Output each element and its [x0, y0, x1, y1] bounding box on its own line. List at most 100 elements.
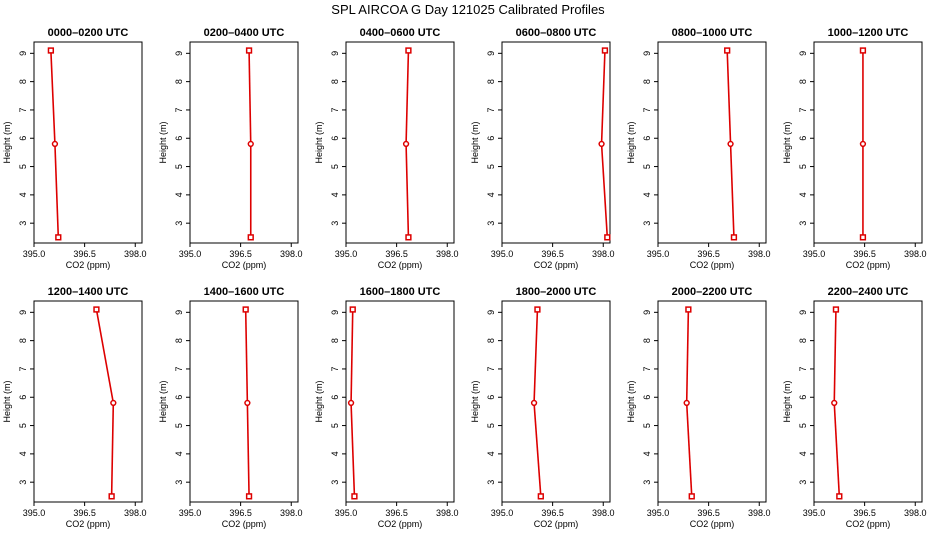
y-axis-label: Height (m) [782, 380, 792, 422]
data-point [727, 140, 734, 148]
y-tick-label: 3 [330, 480, 340, 485]
y-tick-label: 6 [642, 136, 652, 141]
y-tick-label: 9 [18, 310, 28, 315]
y-tick-label: 8 [486, 338, 496, 343]
data-point [601, 47, 609, 54]
y-tick-label: 7 [798, 366, 808, 371]
x-tick-label: 398.0 [592, 508, 615, 518]
panels-grid: 0000–0200 UTC 395.0 396.5 398.0 3 4 5 6 7 8 9 CO2 (… [2, 27, 927, 529]
plot-frame [33, 41, 143, 244]
y-tick-label: 9 [486, 310, 496, 315]
panel-11: 2000–2200 UTC 395.0 396.5 398.0 3 4 5 6 7 8 9 CO2 (… [626, 286, 771, 529]
y-tick-label: 6 [486, 395, 496, 400]
y-tick-label: 9 [18, 51, 28, 56]
x-tick-label: 395.0 [179, 508, 202, 518]
x-tick-label: 398.0 [592, 249, 615, 259]
plot-frame [813, 300, 923, 503]
x-tick-label: 396.5 [853, 508, 876, 518]
profile-segment [246, 402, 250, 497]
x-tick-label: 395.0 [803, 249, 826, 259]
y-tick-label: 5 [642, 164, 652, 169]
panel-title: 0400–0600 UTC [360, 27, 441, 39]
data-point [832, 306, 840, 313]
data-point [55, 234, 62, 241]
data-point [245, 47, 253, 54]
y-tick-label: 3 [174, 480, 184, 485]
y-tick-label: 8 [330, 338, 340, 343]
data-point [831, 399, 838, 407]
y-tick-label: 8 [798, 79, 808, 84]
y-axis-label: Height (m) [626, 121, 636, 163]
panel-12: 2200–2400 UTC 395.0 396.5 398.0 3 4 5 6 7 8 9 CO2 (… [782, 286, 927, 529]
panel-title: 2200–2400 UTC [828, 286, 909, 298]
x-tick-label: 395.0 [23, 249, 46, 259]
x-tick-label: 398.0 [436, 249, 459, 259]
x-tick-label: 395.0 [491, 508, 514, 518]
x-axis-label: CO2 (ppm) [66, 260, 111, 270]
data-point [859, 140, 867, 148]
x-tick-label: 398.0 [124, 508, 147, 518]
plot-frame [345, 300, 455, 503]
plot-frame [813, 41, 923, 244]
y-axis-label: Height (m) [158, 380, 168, 422]
panel-3: 0400–0600 UTC 395.0 396.5 398.0 3 4 5 6 7 8 9 CO2 (… [314, 27, 459, 270]
panel-title: 0000–0200 UTC [48, 27, 129, 39]
x-tick-label: 398.0 [904, 508, 927, 518]
y-tick-label: 6 [18, 136, 28, 141]
profile-segment [405, 143, 410, 238]
y-tick-label: 3 [174, 221, 184, 226]
profile-segment [833, 402, 841, 497]
y-tick-label: 7 [174, 366, 184, 371]
panel-1: 0000–0200 UTC 395.0 396.5 398.0 3 4 5 6 7 8 9 CO2 (… [2, 27, 147, 270]
y-tick-label: 6 [642, 395, 652, 400]
y-axis-label: Height (m) [626, 380, 636, 422]
profile-segment [726, 50, 732, 144]
data-point [51, 140, 59, 148]
profile-segment [50, 50, 56, 144]
y-tick-label: 8 [330, 79, 340, 84]
y-tick-label: 5 [798, 423, 808, 428]
y-tick-label: 7 [330, 107, 340, 112]
y-axis-label: Height (m) [2, 121, 12, 163]
data-point [244, 399, 251, 407]
y-tick-label: 7 [486, 107, 496, 112]
y-tick-label: 3 [18, 221, 28, 226]
y-tick-label: 6 [18, 395, 28, 400]
y-tick-label: 7 [642, 107, 652, 112]
data-point [859, 234, 867, 241]
x-tick-label: 396.5 [541, 249, 564, 259]
y-axis-label: Height (m) [782, 121, 792, 163]
profile-segment [533, 309, 539, 403]
x-tick-label: 396.5 [697, 508, 720, 518]
y-tick-label: 5 [486, 423, 496, 428]
profile-segment [600, 50, 606, 144]
data-point [351, 493, 358, 500]
y-tick-label: 4 [486, 192, 496, 197]
y-tick-label: 5 [18, 423, 28, 428]
panel-title: 1800–2000 UTC [516, 286, 597, 298]
x-tick-label: 396.5 [385, 508, 408, 518]
y-tick-label: 6 [486, 136, 496, 141]
x-tick-label: 395.0 [179, 249, 202, 259]
y-tick-label: 6 [798, 136, 808, 141]
profile-segment [244, 309, 249, 403]
y-tick-label: 9 [798, 51, 808, 56]
panel-7: 1200–1400 UTC 395.0 396.5 398.0 3 4 5 6 7 8 9 CO2 (… [2, 286, 147, 529]
x-axis-label: CO2 (ppm) [534, 519, 579, 529]
x-tick-label: 395.0 [647, 249, 670, 259]
y-tick-label: 7 [330, 366, 340, 371]
y-tick-label: 3 [486, 480, 496, 485]
profile-segment [350, 309, 354, 403]
panel-title: 1200–1400 UTC [48, 286, 129, 298]
panel-title: 0600–0800 UTC [516, 27, 597, 39]
y-tick-label: 4 [798, 192, 808, 197]
y-tick-label: 8 [174, 338, 184, 343]
profile-segment [600, 143, 609, 238]
x-axis-label: CO2 (ppm) [378, 519, 423, 529]
data-point [859, 47, 867, 54]
x-tick-label: 395.0 [335, 508, 358, 518]
data-point [683, 399, 690, 407]
y-tick-label: 3 [18, 480, 28, 485]
y-tick-label: 9 [642, 51, 652, 56]
